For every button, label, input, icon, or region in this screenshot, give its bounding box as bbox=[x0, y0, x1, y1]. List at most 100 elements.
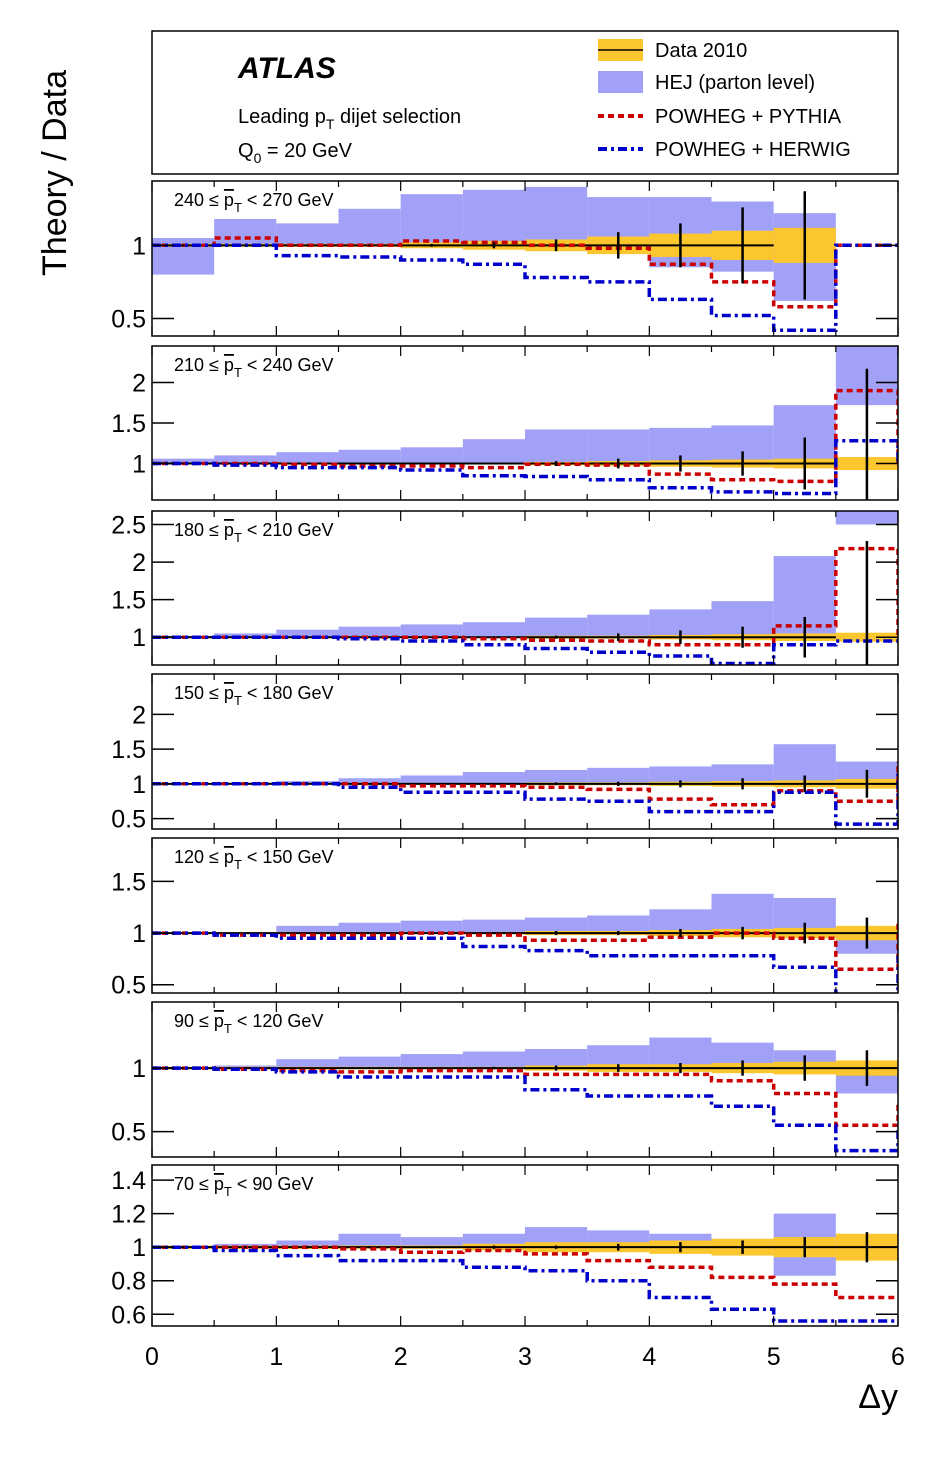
panel-7: 0.6 0.8 1 1.2 1.4 70 ≤ pT < 90 GeV bbox=[111, 1164, 899, 1329]
range-variable: p bbox=[224, 847, 234, 867]
range-subscript: T bbox=[234, 200, 242, 215]
range-prefix: 70 ≤ bbox=[174, 1174, 214, 1194]
panel-3: 1 1.5 2 2.5 180 ≤ pT < 210 GeV bbox=[111, 510, 899, 666]
panel-5: 0.5 1 1.5 120 ≤ pT < 150 GeV bbox=[111, 837, 899, 1000]
legend-label-pythia: POWHEG + PYTHIA bbox=[655, 106, 842, 128]
hej-band-bin bbox=[835, 511, 898, 525]
panel-range-label: 210 ≤ pT < 240 GeV bbox=[174, 355, 333, 380]
panel-plot-area bbox=[152, 346, 898, 500]
range-variable: p bbox=[214, 1011, 224, 1031]
panel-plot-area bbox=[152, 744, 898, 826]
hej-band-bin bbox=[587, 1045, 650, 1069]
herwig-line bbox=[152, 635, 898, 665]
y-tick-label: 0.6 bbox=[111, 1301, 146, 1329]
hej-band-bin bbox=[338, 1056, 401, 1069]
hej-band-bin bbox=[214, 633, 277, 638]
legend-hej-swatch bbox=[598, 71, 643, 93]
y-tick-label: 1 bbox=[132, 1234, 146, 1262]
hej-band-bin bbox=[338, 778, 401, 784]
x-tick-label: 2 bbox=[394, 1343, 408, 1371]
y-tick-label: 0.5 bbox=[111, 972, 146, 1000]
hej-band-bin bbox=[462, 919, 525, 934]
panel-plot-area bbox=[152, 186, 898, 332]
panel-1: 0.5 1 240 ≤ pT < 270 GeV bbox=[111, 180, 899, 337]
range-prefix: 90 ≤ bbox=[174, 1011, 214, 1031]
hej-band-bin bbox=[276, 452, 339, 464]
herwig-line bbox=[152, 931, 898, 993]
range-subscript: T bbox=[224, 1184, 232, 1199]
panel-range-label: 90 ≤ pT < 120 GeV bbox=[174, 1011, 323, 1036]
hej-band-bin bbox=[338, 626, 401, 638]
pythia-line bbox=[152, 1245, 898, 1300]
selection-prefix: Leading p bbox=[238, 106, 326, 128]
panel-6: 0.5 1 90 ≤ pT < 120 GeV bbox=[111, 1001, 899, 1158]
hej-band-bin bbox=[525, 429, 588, 464]
y-tick-label: 1.4 bbox=[111, 1167, 146, 1195]
hej-band-bin bbox=[711, 893, 774, 934]
x-tick-label: 4 bbox=[642, 1343, 656, 1371]
range-subscript: T bbox=[234, 857, 242, 872]
hej-band-bin bbox=[525, 1049, 588, 1069]
panel-range-label: 120 ≤ pT < 150 GeV bbox=[174, 847, 333, 872]
hej-band-bin bbox=[587, 614, 650, 638]
herwig-line bbox=[152, 1245, 898, 1323]
range-variable: p bbox=[224, 190, 234, 210]
range-prefix: 180 ≤ bbox=[174, 520, 224, 540]
selection-label: Leading pT dijet selection bbox=[238, 106, 461, 132]
y-tick-label: 0.5 bbox=[111, 1119, 146, 1147]
y-tick-label: 1.5 bbox=[111, 736, 146, 764]
hej-band-bin bbox=[462, 772, 525, 784]
range-suffix: < 180 GeV bbox=[242, 683, 334, 703]
pythia-line bbox=[152, 761, 898, 807]
hej-band-bin bbox=[400, 1237, 463, 1248]
pythia-line bbox=[152, 920, 898, 971]
x-axis-title: Δy bbox=[858, 1378, 898, 1416]
y-tick-label: 2 bbox=[132, 701, 146, 729]
range-variable: p bbox=[224, 355, 234, 375]
legend-box: ATLAS Leading pT dijet selection Q0 = 20 G… bbox=[151, 30, 899, 175]
y-tick-label: 0.5 bbox=[111, 806, 146, 834]
y-tick-label: 2 bbox=[132, 369, 146, 397]
y-tick-label: 1.2 bbox=[111, 1201, 146, 1229]
hej-band-bin bbox=[525, 617, 588, 638]
x-tick-label: 1 bbox=[269, 1343, 283, 1371]
hej-band-bin bbox=[400, 447, 463, 464]
panel-2: 1 1.5 2 210 ≤ pT < 240 GeV bbox=[111, 345, 899, 501]
range-subscript: T bbox=[224, 1021, 232, 1036]
y-tick-label: 0.8 bbox=[111, 1268, 146, 1296]
hej-band-bin bbox=[400, 194, 463, 246]
hej-band-bin bbox=[587, 915, 650, 934]
hej-band-bin bbox=[525, 186, 588, 246]
hej-band-bin bbox=[152, 238, 215, 275]
panel-plot-area bbox=[152, 893, 898, 993]
y-tick-label: 1.5 bbox=[111, 587, 146, 615]
herwig-line bbox=[152, 243, 898, 332]
q0-prefix: Q bbox=[238, 140, 254, 162]
y-tick-label: 0.5 bbox=[111, 305, 146, 333]
hej-band-bin bbox=[400, 624, 463, 638]
y-tick-label: 1 bbox=[132, 451, 146, 479]
range-variable: p bbox=[224, 683, 234, 703]
hej-band-bin bbox=[711, 764, 774, 784]
hej-band-bin bbox=[649, 909, 712, 934]
legend-entry-pythia: POWHEG + PYTHIA bbox=[598, 106, 842, 128]
range-suffix: < 150 GeV bbox=[242, 847, 334, 867]
range-suffix: < 210 GeV bbox=[242, 520, 334, 540]
hej-band-bin bbox=[276, 1240, 339, 1248]
range-suffix: < 270 GeV bbox=[242, 190, 334, 210]
x-tick-label: 3 bbox=[518, 1343, 532, 1371]
q0-label: Q0 = 20 GeV bbox=[238, 140, 353, 166]
q0-subscript: 0 bbox=[254, 150, 262, 166]
hej-band-bin bbox=[525, 769, 588, 784]
hej-band-bin bbox=[400, 775, 463, 784]
range-suffix: < 90 GeV bbox=[232, 1174, 314, 1194]
y-tick-label: 1.5 bbox=[111, 868, 146, 896]
hej-band-bin bbox=[462, 189, 525, 246]
y-tick-label: 1.5 bbox=[111, 410, 146, 438]
y-tick-label: 1 bbox=[132, 771, 146, 799]
x-tick-label: 5 bbox=[767, 1343, 781, 1371]
hej-band-bin bbox=[152, 458, 215, 464]
hej-band-bin bbox=[338, 449, 401, 464]
hej-band-bin bbox=[338, 1233, 401, 1248]
